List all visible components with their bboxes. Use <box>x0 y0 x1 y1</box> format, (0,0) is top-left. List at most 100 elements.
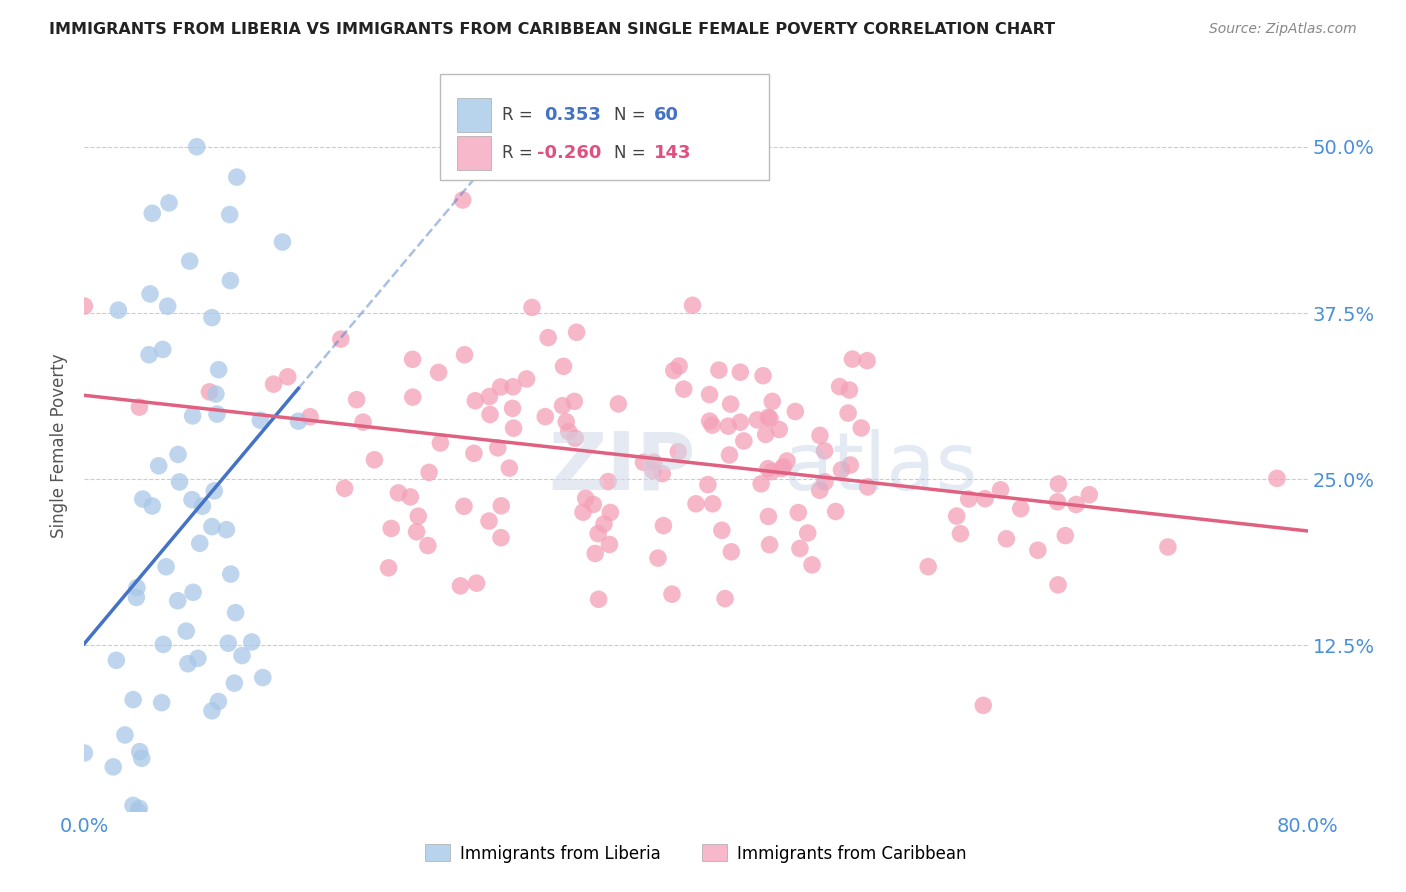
Point <box>352 415 374 429</box>
Point <box>157 195 180 210</box>
Text: 60: 60 <box>654 106 679 124</box>
Point <box>299 409 322 424</box>
Point <box>990 483 1012 497</box>
Point <box>346 392 368 407</box>
Point <box>830 463 852 477</box>
Point <box>215 523 238 537</box>
Point <box>453 348 475 362</box>
Point <box>717 419 740 434</box>
Point <box>565 325 588 339</box>
Point <box>974 491 997 506</box>
Point <box>166 593 188 607</box>
Point <box>593 517 616 532</box>
Point <box>776 454 799 468</box>
Point <box>191 499 214 513</box>
Point <box>249 413 271 427</box>
Point <box>427 365 450 379</box>
Point <box>429 436 451 450</box>
Point <box>201 704 224 718</box>
Point <box>125 591 148 605</box>
Point <box>73 746 96 760</box>
Point <box>155 559 177 574</box>
Point <box>188 536 211 550</box>
Text: Source: ZipAtlas.com: Source: ZipAtlas.com <box>1209 22 1357 37</box>
Point <box>696 477 718 491</box>
Text: N =: N = <box>614 144 645 161</box>
Point <box>1064 498 1087 512</box>
Point <box>733 434 755 448</box>
Text: IMMIGRANTS FROM LIBERIA VS IMMIGRANTS FROM CARIBBEAN SINGLE FEMALE POVERTY CORRE: IMMIGRANTS FROM LIBERIA VS IMMIGRANTS FR… <box>49 22 1056 37</box>
Point <box>839 458 862 472</box>
Point <box>377 561 399 575</box>
Point <box>73 299 96 313</box>
Text: ZIP: ZIP <box>548 429 696 507</box>
Point <box>851 421 873 435</box>
Point <box>225 606 247 620</box>
Point <box>564 431 586 445</box>
Point <box>128 400 150 414</box>
Point <box>583 546 606 560</box>
Point <box>756 461 779 475</box>
Point <box>756 410 779 425</box>
Point <box>186 140 208 154</box>
Point <box>465 576 488 591</box>
Text: R =: R = <box>502 144 533 161</box>
Point <box>167 447 190 461</box>
Point <box>730 365 752 379</box>
Point <box>633 455 655 469</box>
Point <box>572 505 595 519</box>
Point <box>449 579 471 593</box>
Text: 143: 143 <box>654 144 692 161</box>
Point <box>718 448 741 462</box>
Point <box>179 254 201 268</box>
Point <box>125 581 148 595</box>
Point <box>682 298 704 312</box>
Point <box>598 537 620 551</box>
Point <box>607 397 630 411</box>
Point <box>641 464 664 478</box>
Point <box>122 692 145 706</box>
Point <box>643 455 665 469</box>
Point <box>707 363 730 377</box>
Point <box>201 519 224 533</box>
Point <box>131 751 153 765</box>
Point <box>502 421 524 435</box>
Text: -0.260: -0.260 <box>537 144 602 161</box>
Point <box>1046 495 1069 509</box>
Point <box>128 745 150 759</box>
Point <box>699 387 721 401</box>
Point <box>416 539 439 553</box>
Point <box>156 299 179 313</box>
Point <box>478 514 501 528</box>
Point <box>787 506 810 520</box>
Point <box>758 538 780 552</box>
Point <box>662 363 685 377</box>
Text: R =: R = <box>502 106 533 124</box>
Point <box>502 401 524 416</box>
Point <box>551 399 574 413</box>
Point <box>486 441 509 455</box>
Point <box>801 558 824 572</box>
Point <box>752 368 775 383</box>
Point <box>647 551 669 566</box>
Text: atlas: atlas <box>783 429 977 507</box>
Point <box>808 483 831 498</box>
Point <box>103 760 125 774</box>
Point <box>837 406 859 420</box>
Point <box>770 461 793 475</box>
Point <box>489 499 512 513</box>
Point <box>537 331 560 345</box>
Point <box>785 404 807 418</box>
Point <box>710 523 733 537</box>
Point <box>479 408 502 422</box>
Point <box>749 476 772 491</box>
Point <box>231 648 253 663</box>
Point <box>218 208 240 222</box>
Point <box>132 491 155 506</box>
Point <box>520 301 543 315</box>
Point <box>553 359 575 374</box>
Point <box>598 475 620 489</box>
Point <box>252 671 274 685</box>
Point <box>972 698 994 713</box>
Text: 0.353: 0.353 <box>544 106 600 124</box>
